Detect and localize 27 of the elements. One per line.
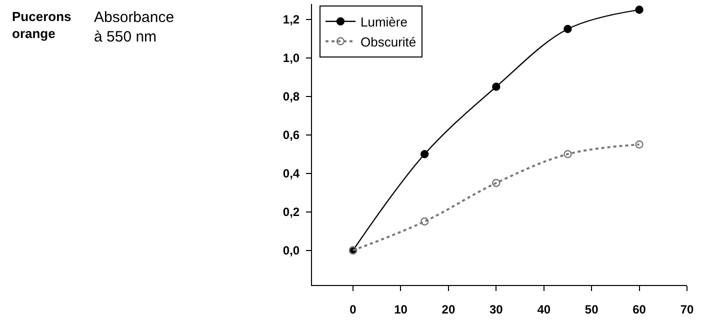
x-tick-label: 70 [680, 302, 694, 316]
text: Absorbance à 550 nm [94, 9, 174, 46]
point [492, 82, 500, 91]
point [564, 24, 572, 34]
y-tick-label: 0,4 [282, 166, 300, 181]
x-tick-label: 30 [489, 302, 504, 316]
y-tick-label: 0,8 [282, 90, 300, 104]
x-tick-label: 60 [632, 302, 646, 316]
x-tick-label: 10 [394, 302, 408, 316]
text: Pucerons orange [12, 9, 72, 41]
point [635, 140, 644, 149]
x-tick-label: 40 [537, 302, 551, 316]
x-tick-label: 20 [442, 302, 456, 316]
y-tick-label: 0,2 [282, 205, 300, 220]
x-tick-label: 0 [350, 302, 357, 316]
y-tick-label: 0,6 [282, 128, 300, 142]
point [564, 150, 572, 158]
y-tick-label: 1,0 [282, 51, 300, 66]
point [492, 178, 500, 188]
point [420, 150, 429, 158]
y-tick-label: 0,0 [282, 244, 300, 258]
point [635, 6, 644, 14]
legend-label: Lumière [360, 14, 408, 30]
x-tick-label: 50 [584, 302, 599, 316]
legend-label: Obscurité [360, 34, 416, 50]
point [420, 217, 429, 226]
y-tick-label: 1,2 [282, 12, 300, 27]
